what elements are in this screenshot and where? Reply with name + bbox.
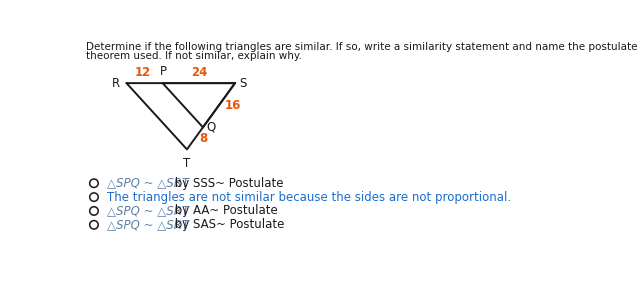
Text: T: T	[183, 157, 191, 170]
Text: theorem used. If not similar, explain why.: theorem used. If not similar, explain wh…	[86, 51, 302, 61]
Text: by AA~ Postulate: by AA~ Postulate	[172, 204, 278, 217]
Text: Q: Q	[207, 121, 216, 134]
Text: by SAS~ Postulate: by SAS~ Postulate	[172, 218, 285, 231]
Text: △SPQ ~ △SRT: △SPQ ~ △SRT	[107, 177, 189, 190]
Text: △SPQ ~ △SRT: △SPQ ~ △SRT	[107, 204, 189, 217]
Text: The triangles are not similar because the sides are not proportional.: The triangles are not similar because th…	[107, 191, 511, 204]
Text: P: P	[160, 65, 167, 78]
Text: 24: 24	[191, 66, 207, 79]
Text: 12: 12	[135, 66, 151, 79]
Text: R: R	[112, 77, 120, 90]
Text: S: S	[239, 77, 247, 90]
Text: 8: 8	[199, 132, 207, 145]
Text: △SPQ ~ △SRT: △SPQ ~ △SRT	[107, 218, 189, 231]
Text: 16: 16	[225, 99, 241, 112]
Text: Determine if the following triangles are similar. If so, write a similarity stat: Determine if the following triangles are…	[86, 42, 640, 52]
Text: by SSS~ Postulate: by SSS~ Postulate	[172, 177, 284, 190]
